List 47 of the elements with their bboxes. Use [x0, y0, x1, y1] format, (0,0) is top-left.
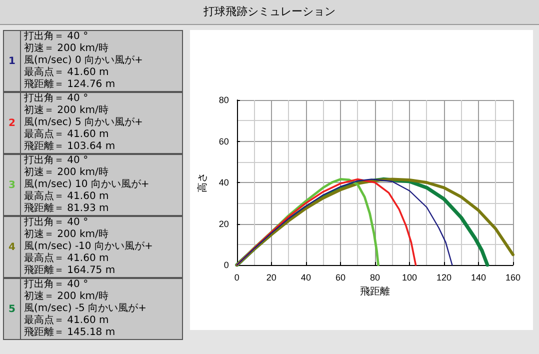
text: 最高点＝ 41.60 m — [24, 191, 110, 203]
text: 初速＝ 200 km/時 — [24, 43, 110, 55]
x-axis-title: 飛距離 — [360, 285, 390, 298]
text: 打出角＝ 40 ° — [24, 31, 90, 42]
text: 最高点＝ 41.60 m — [24, 129, 110, 141]
text: 最高点＝ 41.60 m — [24, 315, 110, 327]
text: 風(m/sec) -5 向かい風が+ — [24, 303, 148, 314]
text: 風(m/sec) -10 向かい風が+ — [24, 241, 154, 252]
text: 最高点＝ 41.60 m — [24, 253, 110, 265]
text: 風(m/sec) 0 向かい風が+ — [24, 55, 144, 66]
text: 飛距離＝ 164.75 m — [24, 265, 116, 277]
text: 4 — [4, 217, 21, 277]
x-tick-label: 80 — [370, 272, 380, 282]
text: 初速＝ 200 km/時 — [24, 105, 110, 117]
text: 初速＝ 200 km/時 — [24, 229, 110, 241]
x-tick-label: 160 — [505, 272, 521, 282]
text: 最高点＝ 41.60 m — [24, 67, 110, 79]
text: 風(m/sec) 10 向かい風が+ — [24, 179, 150, 190]
text: 打出角＝ 40 ° — [24, 93, 90, 104]
text: 飛距離＝ 145.18 m — [24, 327, 116, 339]
x-tick-label: 100 — [402, 272, 417, 282]
y-tick-label: 80 — [218, 95, 229, 105]
text: 風(m/sec) 5 向かい風が+ — [24, 117, 144, 128]
chart-title: 打球飛跡シミュレーション — [0, 0, 539, 25]
text: 初速＝ 200 km/時 — [24, 167, 110, 179]
x-tick-label: 140 — [470, 272, 486, 282]
text: 飛距離＝ 124.76 m — [24, 79, 116, 91]
text: 飛距離＝ 103.64 m — [24, 141, 116, 153]
y-tick-label: 20 — [218, 218, 229, 229]
x-tick-label: 120 — [436, 272, 452, 282]
y-axis-title: 高さ — [196, 172, 208, 192]
text: 初速＝ 200 km/時 — [24, 291, 110, 303]
y-tick-label: 0 — [224, 260, 229, 270]
y-tick-label: 60 — [218, 136, 229, 146]
text: 打出角＝ 40 ° — [24, 155, 90, 166]
x-tick-label: 20 — [266, 272, 276, 282]
x-tick-label: 0 — [234, 272, 240, 282]
text: 打出角＝ 40 ° — [24, 217, 90, 228]
text: 1 — [4, 31, 21, 91]
text: 3 — [4, 155, 21, 215]
text: 2 — [4, 93, 21, 153]
text: 5 — [4, 279, 21, 339]
text: 飛距離＝ 81.93 m — [24, 203, 110, 215]
y-tick-label: 40 — [218, 178, 229, 188]
x-tick-label: 40 — [300, 272, 311, 282]
x-tick-label: 60 — [335, 272, 346, 282]
text: 打出角＝ 40 ° — [24, 279, 90, 290]
